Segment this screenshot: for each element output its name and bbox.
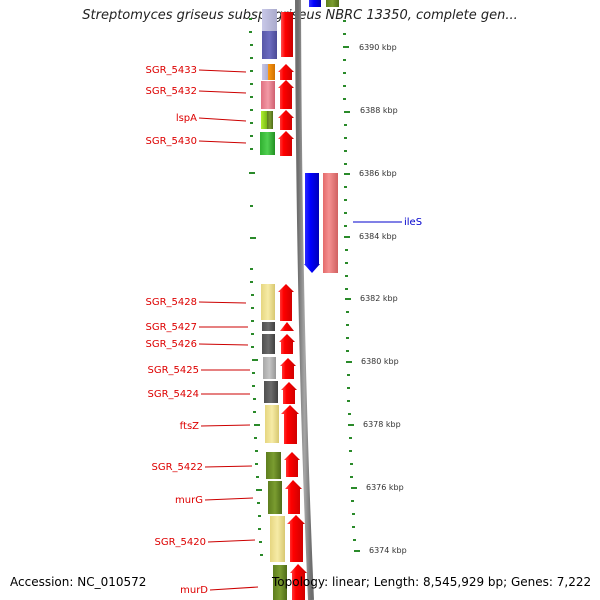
gene-label-sgr5420: SGR_5420 xyxy=(155,537,207,548)
gene-label-sgr5422: SGR_5422 xyxy=(152,462,204,473)
gene-arrow-top xyxy=(281,12,293,57)
scale-labels: 6390 kbp 6388 kbp 6386 kbp 6384 kbp 6382… xyxy=(359,43,407,555)
genome-axis-line xyxy=(295,0,314,600)
right-tick-marks xyxy=(343,20,360,552)
gene-arrow-sgr5420 xyxy=(287,515,305,562)
gene-arrow-sgr5428 xyxy=(278,284,294,321)
gene-label-iles: ileS xyxy=(404,217,422,228)
left-tick-marks xyxy=(249,18,263,556)
scale-label-6384: 6384 kbp xyxy=(359,232,397,241)
product-boxes xyxy=(260,9,287,600)
gene-arrow-murg xyxy=(285,480,302,514)
gene-arrow-lspa xyxy=(278,110,294,130)
gene-arrow-sgr5433 xyxy=(278,64,294,80)
gene-label-murd: murD xyxy=(180,585,208,596)
gene-label-sgr5432: SGR_5432 xyxy=(146,86,198,97)
gene-arrow-top-olive-partial[interactable] xyxy=(326,0,339,7)
scale-label-6386: 6386 kbp xyxy=(359,169,397,178)
gene-label-sgr5430: SGR_5430 xyxy=(146,136,198,147)
gene-arrow-iles[interactable] xyxy=(304,173,320,273)
gene-label-sgr5428: SGR_5428 xyxy=(146,297,198,308)
gene-label-lspa: lspA xyxy=(176,113,197,124)
scale-label-6376: 6376 kbp xyxy=(366,483,404,492)
gene-arrow-sgr5422 xyxy=(284,452,300,477)
gene-label-sgr5425: SGR_5425 xyxy=(148,365,200,376)
gene-arrow-sgr5430 xyxy=(278,131,294,156)
gene-arrow-sgr5427 xyxy=(280,322,294,331)
scale-label-6390: 6390 kbp xyxy=(359,43,397,52)
gene-arrow-sgr5424 xyxy=(281,382,297,404)
gene-label-murg: murG xyxy=(175,495,203,506)
topology-info: Topology: linear; Length: 8,545,929 bp; … xyxy=(272,575,592,589)
gene-arrow-murd xyxy=(290,564,307,600)
gene-arrows-left-strand xyxy=(278,12,307,600)
scale-label-6378: 6378 kbp xyxy=(363,420,401,429)
gene-label-sgr5433: SGR_5433 xyxy=(146,65,198,76)
gene-arrow-sgr5425 xyxy=(280,358,296,379)
gene-arrow-sgr5432 xyxy=(278,80,294,109)
gene-label-sgr5427: SGR_5427 xyxy=(146,322,198,333)
gene-arrow-top-blue-partial[interactable] xyxy=(309,0,321,7)
accession-info: Accession: NC_010572 xyxy=(10,575,147,589)
gene-label-sgr5424: SGR_5424 xyxy=(148,389,200,400)
gene-arrow-sgr5426 xyxy=(279,334,295,354)
scale-label-6382: 6382 kbp xyxy=(360,294,398,303)
gene-arrow-ftsz xyxy=(281,405,299,444)
product-box-iles xyxy=(323,173,338,273)
scale-label-6380: 6380 kbp xyxy=(361,357,399,366)
gene-label-sgr5426: SGR_5426 xyxy=(146,339,198,350)
scale-label-6388: 6388 kbp xyxy=(360,106,398,115)
gene-label-ftsz: ftsZ xyxy=(180,421,199,432)
label-leader-lines xyxy=(198,69,259,591)
gene-labels: SGR_5433 SGR_5432 lspA SGR_5430 SGR_5428… xyxy=(146,65,423,596)
scale-label-6374: 6374 kbp xyxy=(369,546,407,555)
